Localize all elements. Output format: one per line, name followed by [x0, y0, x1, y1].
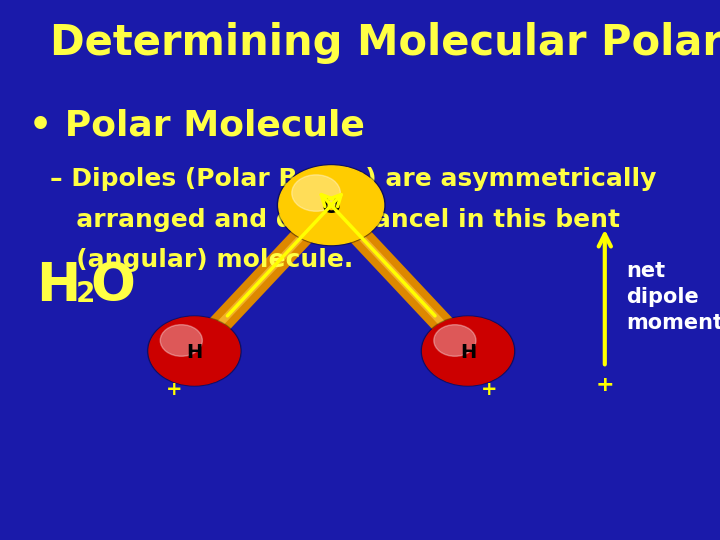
Text: H: H	[186, 343, 202, 362]
Circle shape	[277, 165, 385, 246]
Text: net
dipole
moment: net dipole moment	[626, 261, 720, 333]
Circle shape	[434, 325, 476, 356]
Text: H: H	[36, 260, 80, 312]
Text: H: H	[460, 343, 476, 362]
Text: 2: 2	[76, 280, 95, 308]
Circle shape	[423, 317, 513, 385]
Text: +: +	[480, 380, 497, 399]
Text: arranged and don’t cancel in this bent: arranged and don’t cancel in this bent	[50, 208, 621, 232]
Text: O: O	[90, 260, 135, 312]
Circle shape	[161, 325, 202, 356]
Circle shape	[279, 166, 384, 245]
Text: • Polar Molecule: • Polar Molecule	[29, 108, 364, 142]
Circle shape	[292, 175, 341, 211]
Circle shape	[148, 316, 241, 386]
Text: Determining Molecular Polarity: Determining Molecular Polarity	[50, 22, 720, 64]
Text: (angular) molecule.: (angular) molecule.	[50, 248, 354, 272]
Text: +: +	[166, 380, 182, 399]
Circle shape	[421, 316, 515, 386]
Text: O: O	[322, 197, 341, 217]
Text: +: +	[595, 375, 614, 395]
Text: – Dipoles (Polar Bonds) are asymmetrically: – Dipoles (Polar Bonds) are asymmetrical…	[50, 167, 657, 191]
Circle shape	[149, 317, 240, 385]
